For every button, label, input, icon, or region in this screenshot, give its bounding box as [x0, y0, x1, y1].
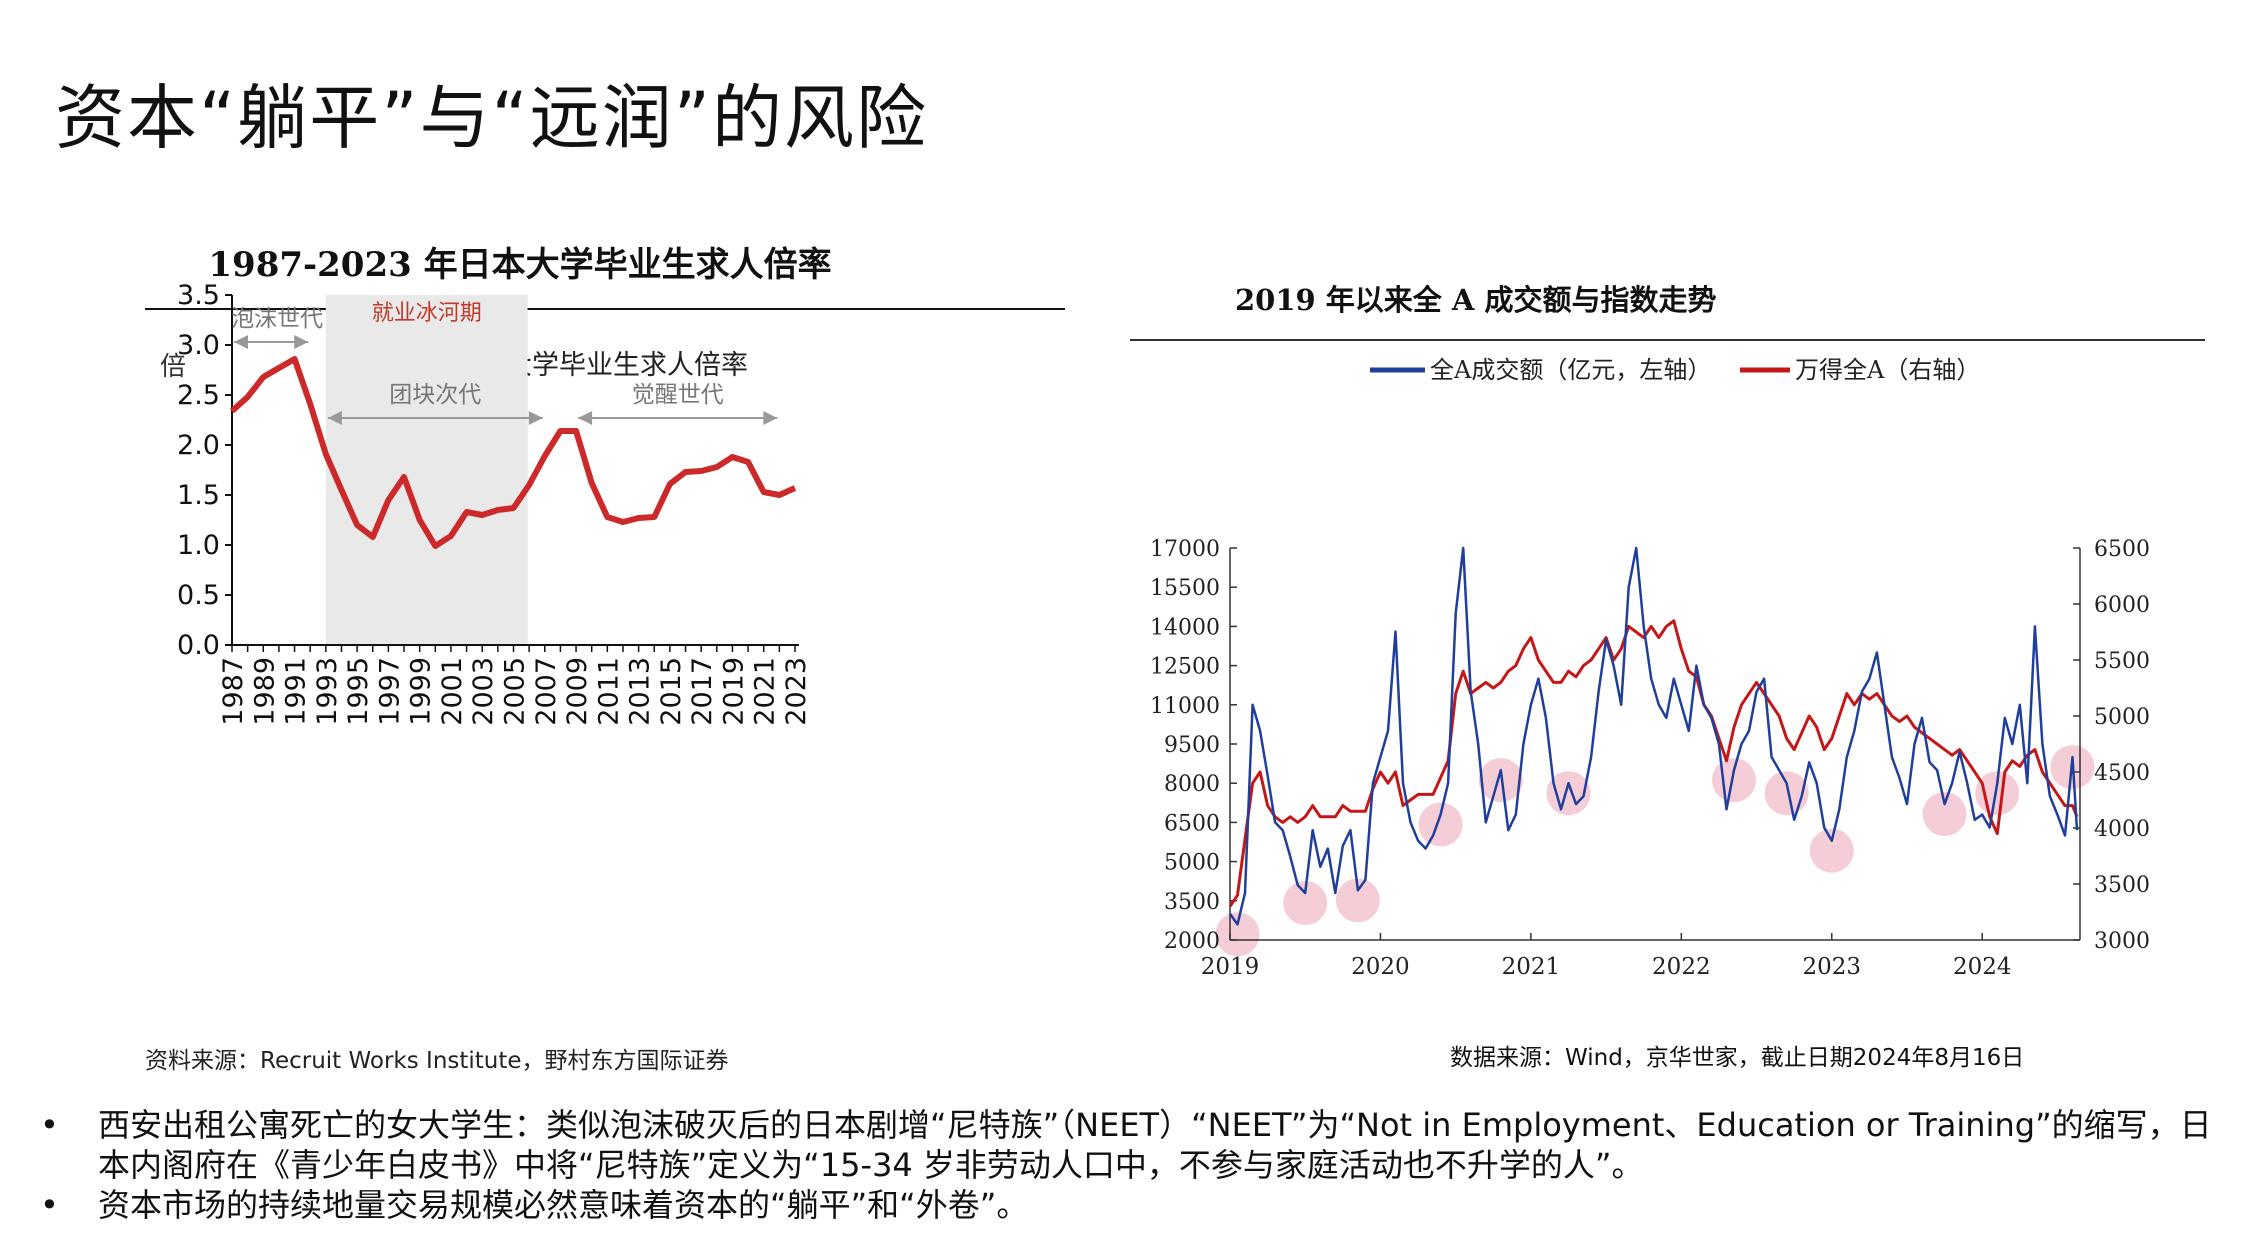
left-y-tick-label: 9500 [1164, 733, 1220, 758]
highlight-circle [1283, 880, 1328, 925]
y-tick-label: 0.0 [177, 630, 220, 661]
x-tick-label: 2017 [687, 657, 718, 726]
right-chart-panel: 2019 年以来全 A 成交额与指数走势 全A成交额（亿元，左轴） 万得全A（右… [1120, 265, 2210, 1080]
y-tick-label: 1.5 [177, 480, 220, 511]
annotation-arrow-label: 泡沫世代 [231, 306, 323, 332]
series-line-turnover [1228, 546, 2079, 926]
highlight-circle [1711, 758, 1756, 803]
right-chart-source: 数据来源：Wind，京华世家，截止日期2024年8月16日 [1450, 1045, 2024, 1071]
x-tick-label: 1993 [312, 657, 343, 726]
x-tick-label: 1995 [343, 657, 374, 726]
left-y-tick-label: 5000 [1164, 851, 1220, 876]
highlight-circle [1215, 912, 1260, 957]
x-tick-label: 2019 [1201, 954, 1260, 980]
shaded-region-label: 就业冰河期 [372, 301, 482, 326]
right-legend-label-left: 全A成交额（亿元，左轴） [1430, 356, 1711, 384]
bullet-item: • 西安出租公寓死亡的女大学生：类似泡沫破灭后的日本剧增“尼特族”（NEET）“… [40, 1105, 2230, 1185]
right-y-tick-label: 4500 [2094, 761, 2150, 786]
left-legend-label: 大学毕业生求人倍率 [505, 350, 748, 381]
right-y-tick-label: 6500 [2094, 537, 2150, 562]
bullet-text: 西安出租公寓死亡的女大学生：类似泡沫破灭后的日本剧增“尼特族”（NEET）“NE… [98, 1106, 2212, 1184]
arrow-head-right [763, 411, 778, 425]
arrow-head-left [234, 335, 248, 349]
arrow-head-right [528, 411, 543, 425]
y-tick-label: 2.5 [177, 380, 220, 411]
shaded-region [325, 295, 528, 645]
arrow-head-left [327, 411, 342, 425]
annotation-arrow-label: 觉醒世代 [632, 382, 724, 408]
x-tick-label: 2005 [500, 657, 531, 726]
x-tick-label: 1999 [406, 657, 437, 726]
left-y-tick-label: 6500 [1164, 811, 1220, 836]
x-tick-label: 2019 [718, 657, 749, 726]
left-y-tick-label: 17000 [1150, 537, 1220, 562]
highlight-circle [1922, 792, 1967, 837]
x-tick-label: 2009 [562, 657, 593, 726]
bullet-marker: • [40, 1106, 59, 1144]
left-chart-title: 1987-2023 年日本大学毕业生求人倍率 [208, 245, 831, 285]
x-tick-label: 2024 [1953, 954, 2012, 980]
right-legend-label-right: 万得全A（右轴） [1795, 356, 1980, 384]
x-tick-label: 2022 [1652, 954, 1711, 980]
x-tick-label: 2001 [437, 657, 468, 726]
highlight-circle [1546, 771, 1591, 816]
left-y-tick-label: 11000 [1150, 694, 1220, 719]
right-chart: 2019 年以来全 A 成交额与指数走势 全A成交额（亿元，左轴） 万得全A（右… [1130, 283, 2205, 1071]
right-chart-title: 2019 年以来全 A 成交额与指数走势 [1235, 283, 1717, 317]
highlight-circle [1764, 771, 1809, 816]
x-tick-label: 2021 [750, 657, 781, 726]
left-chart-panel: 1987-2023 年日本大学毕业生求人倍率 倍 大学毕业生求人倍率 就业冰河期… [140, 240, 1080, 1080]
right-y-tick-label: 3500 [2094, 873, 2150, 898]
x-tick-label: 2021 [1502, 954, 1561, 980]
x-tick-label: 1991 [281, 657, 312, 726]
highlight-circle [1335, 878, 1380, 923]
x-tick-label: 1987 [218, 657, 249, 726]
annotation-arrow-label: 团块次代 [389, 382, 481, 408]
x-tick-label: 2007 [531, 657, 562, 726]
y-tick-label: 1.0 [177, 530, 220, 561]
x-tick-label: 2015 [656, 657, 687, 726]
left-y-tick-label: 2000 [1164, 929, 1220, 954]
right-plot-area: 2000 3500 5000 6500 8000 9500 11000 12500 14000 1… [1150, 537, 2150, 980]
bullet-list: • 西安出租公寓死亡的女大学生：类似泡沫破灭后的日本剧增“尼特族”（NEET）“… [40, 1105, 2230, 1225]
y-tick-label: 3.5 [177, 280, 220, 311]
right-y-tick-label: 3000 [2094, 929, 2150, 954]
highlight-circle [1809, 828, 1854, 873]
bullet-text: 资本市场的持续地量交易规模必然意味着资本的“躺平”和“外卷”。 [98, 1186, 1029, 1224]
x-tick-label: 1997 [374, 657, 405, 726]
series-line-wind-all-a-index [1228, 619, 2079, 908]
bullet-marker: • [40, 1186, 59, 1224]
series-line-job-offer-ratio [229, 356, 797, 549]
x-tick-label: 1989 [249, 657, 280, 726]
right-y-tick-label: 5000 [2094, 705, 2150, 730]
x-tick-label: 2011 [593, 657, 624, 726]
x-tick-label: 2013 [625, 657, 656, 726]
x-tick-label: 2023 [781, 657, 812, 726]
x-tick-label: 2020 [1351, 954, 1410, 980]
arrow-head-left [578, 411, 593, 425]
bullet-item: • 资本市场的持续地量交易规模必然意味着资本的“躺平”和“外卷”。 [40, 1185, 2230, 1225]
left-y-tick-label: 12500 [1150, 655, 1220, 680]
right-y-tick-label: 5500 [2094, 649, 2150, 674]
left-chart: 1987-2023 年日本大学毕业生求人倍率 倍 大学毕业生求人倍率 就业冰河期… [145, 245, 1065, 1074]
x-tick-label: 2003 [468, 657, 499, 726]
left-chart-source: 资料来源：Recruit Works Institute，野村东方国际证券 [145, 1048, 729, 1074]
right-y-tick-label: 4000 [2094, 817, 2150, 842]
highlight-circle [1418, 802, 1463, 847]
y-tick-label: 0.5 [177, 580, 220, 611]
x-tick-label: 2023 [1802, 954, 1861, 980]
left-y-tick-label: 15500 [1150, 576, 1220, 601]
arrow-head-right [294, 335, 309, 349]
left-y-tick-label: 8000 [1164, 772, 1220, 797]
left-y-tick-label: 14000 [1150, 615, 1220, 640]
y-tick-label: 3.0 [177, 330, 220, 361]
right-y-tick-label: 6000 [2094, 593, 2150, 618]
page-title: 资本“躺平”与“远润”的风险 [55, 77, 929, 159]
left-y-unit: 倍 [160, 352, 186, 382]
left-y-tick-label: 3500 [1164, 890, 1220, 915]
y-tick-label: 2.0 [177, 430, 220, 461]
